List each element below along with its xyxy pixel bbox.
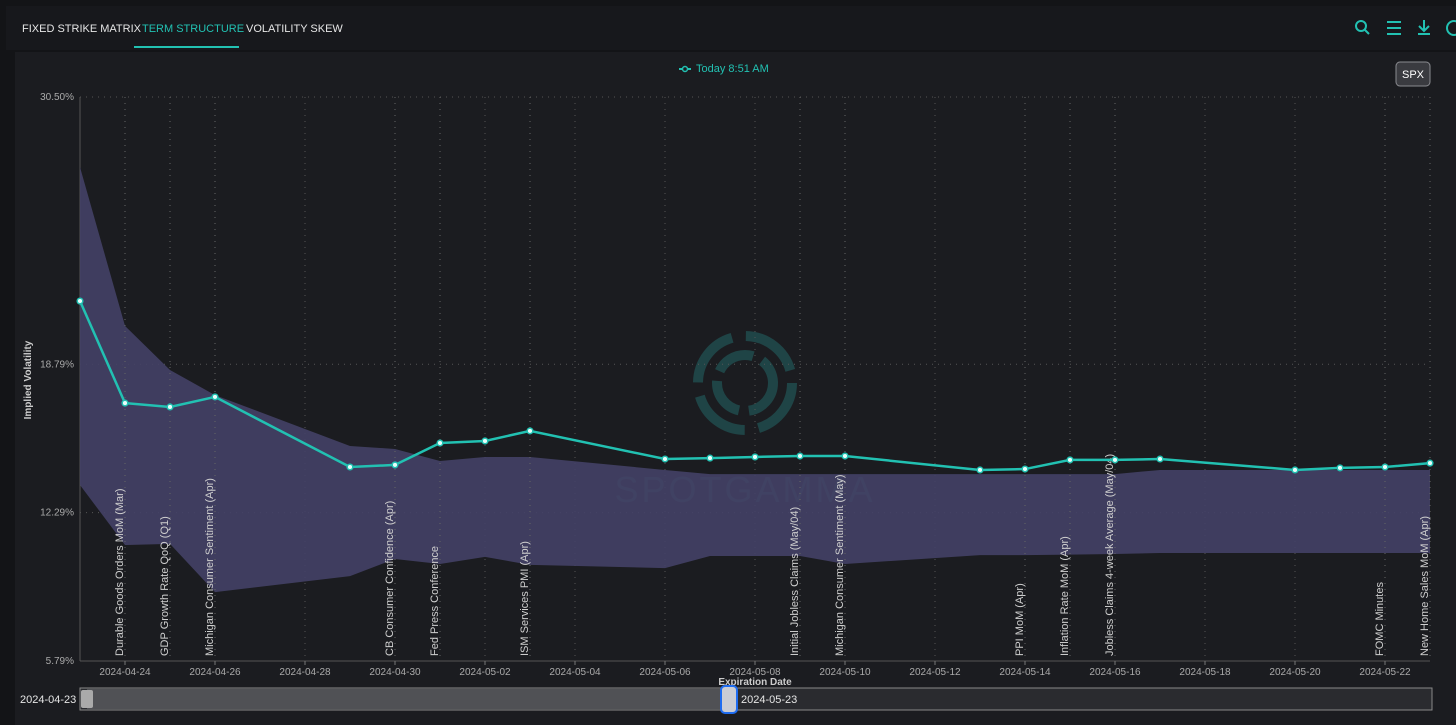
watermark-logo xyxy=(693,331,797,435)
x-tick-label: 2024-05-10 xyxy=(819,667,871,678)
tab-bar xyxy=(6,6,1456,50)
watermark-ring xyxy=(712,350,778,416)
y-tick-label: 30.50% xyxy=(40,92,74,103)
tab-underline xyxy=(134,46,239,48)
zoom-icon[interactable] xyxy=(1355,20,1370,35)
iv-point xyxy=(121,399,129,407)
info-icon[interactable] xyxy=(1446,20,1456,36)
x-tick-label: 2024-04-26 xyxy=(189,667,241,678)
x-axis-title: Expiration Date xyxy=(718,677,792,688)
iv-point xyxy=(436,439,444,447)
event-label: CB Consumer Confidence (Apr) xyxy=(384,501,396,656)
symbol-label[interactable]: SPX xyxy=(1402,69,1425,81)
event-label: Jobless Claims 4-week Average (May/04) xyxy=(1104,454,1116,656)
iv-point xyxy=(661,455,669,463)
tab[interactable]: FIXED STRIKE MATRIX xyxy=(22,23,142,35)
event-label: Michigan Consumer Sentiment (Apr) xyxy=(204,478,216,656)
range-selection xyxy=(87,689,729,709)
toolbar xyxy=(1355,20,1456,36)
settings-icon[interactable] xyxy=(1387,21,1401,35)
iv-band xyxy=(80,167,1430,593)
x-tick-label: 2024-05-22 xyxy=(1359,667,1411,678)
iv-point xyxy=(1291,466,1299,474)
event-label: GDP Growth Rate QoQ (Q1) xyxy=(159,516,171,656)
iv-point xyxy=(481,437,489,445)
iv-point xyxy=(1021,465,1029,473)
iv-point xyxy=(391,461,399,469)
iv-point xyxy=(841,452,849,460)
x-tick-label: 2024-05-18 xyxy=(1179,667,1231,678)
iv-point xyxy=(1066,456,1074,464)
iv-point xyxy=(976,466,984,474)
iv-point xyxy=(166,403,174,411)
x-tick-label: 2024-05-14 xyxy=(999,667,1051,678)
y-tick-label: 12.29% xyxy=(40,508,74,519)
iv-point xyxy=(796,452,804,460)
y-axis-title: Implied Volatility xyxy=(23,340,34,419)
range-end-label: 2024-05-23 xyxy=(741,694,797,706)
event-label: Michigan Consumer Sentiment (May) xyxy=(834,474,846,656)
event-label: ISM Services PMI (Apr) xyxy=(519,541,531,656)
iv-point xyxy=(211,393,219,401)
chart-panel xyxy=(15,52,1456,725)
event-label: FOMC Minutes xyxy=(1374,582,1386,656)
x-tick-label: 2024-04-24 xyxy=(99,667,151,678)
legend-swatch xyxy=(681,65,689,73)
x-tick-label: 2024-05-08 xyxy=(729,667,781,678)
iv-point xyxy=(526,427,534,435)
range-start-label: 2024-04-23 xyxy=(20,694,76,706)
event-label: Inflation Rate MoM (Apr) xyxy=(1059,536,1071,656)
iv-point xyxy=(751,453,759,461)
iv-point xyxy=(1156,455,1164,463)
watermark-ring xyxy=(693,331,797,435)
y-tick-label: 18.79% xyxy=(40,359,74,370)
range-handle[interactable] xyxy=(81,690,93,708)
event-label: New Home Sales MoM (Apr) xyxy=(1419,516,1431,656)
tab[interactable]: VOLATILITY SKEW xyxy=(246,23,343,35)
iv-point xyxy=(1426,459,1434,467)
symbol-button[interactable] xyxy=(1395,61,1431,87)
x-tick-label: 2024-05-06 xyxy=(639,667,691,678)
x-tick-label: 2024-05-02 xyxy=(459,667,511,678)
iv-point xyxy=(1381,463,1389,471)
event-label: Durable Goods Orders MoM (Mar) xyxy=(114,489,126,657)
iv-point xyxy=(1111,456,1119,464)
event-label: PPI MoM (Apr) xyxy=(1014,583,1026,656)
tab-active[interactable]: TERM STRUCTURE xyxy=(142,23,244,35)
legend-label: Today 8:51 AM xyxy=(696,63,769,75)
download-icon[interactable] xyxy=(1418,20,1430,35)
event-label: Initial Jobless Claims (May/04) xyxy=(789,507,801,656)
x-tick-label: 2024-04-28 xyxy=(279,667,331,678)
x-tick-label: 2024-05-04 xyxy=(549,667,601,678)
iv-point xyxy=(76,297,84,305)
range-handle[interactable] xyxy=(720,685,738,714)
y-tick-label: 5.79% xyxy=(46,656,74,667)
iv-point xyxy=(346,463,354,471)
x-tick-label: 2024-05-16 xyxy=(1089,667,1141,678)
x-tick-label: 2024-04-30 xyxy=(369,667,421,678)
iv-point xyxy=(1336,464,1344,472)
iv-point xyxy=(706,454,714,462)
event-label: Fed Press Conference xyxy=(429,546,441,656)
x-tick-label: 2024-05-12 xyxy=(909,667,961,678)
x-tick-label: 2024-05-20 xyxy=(1269,667,1321,678)
